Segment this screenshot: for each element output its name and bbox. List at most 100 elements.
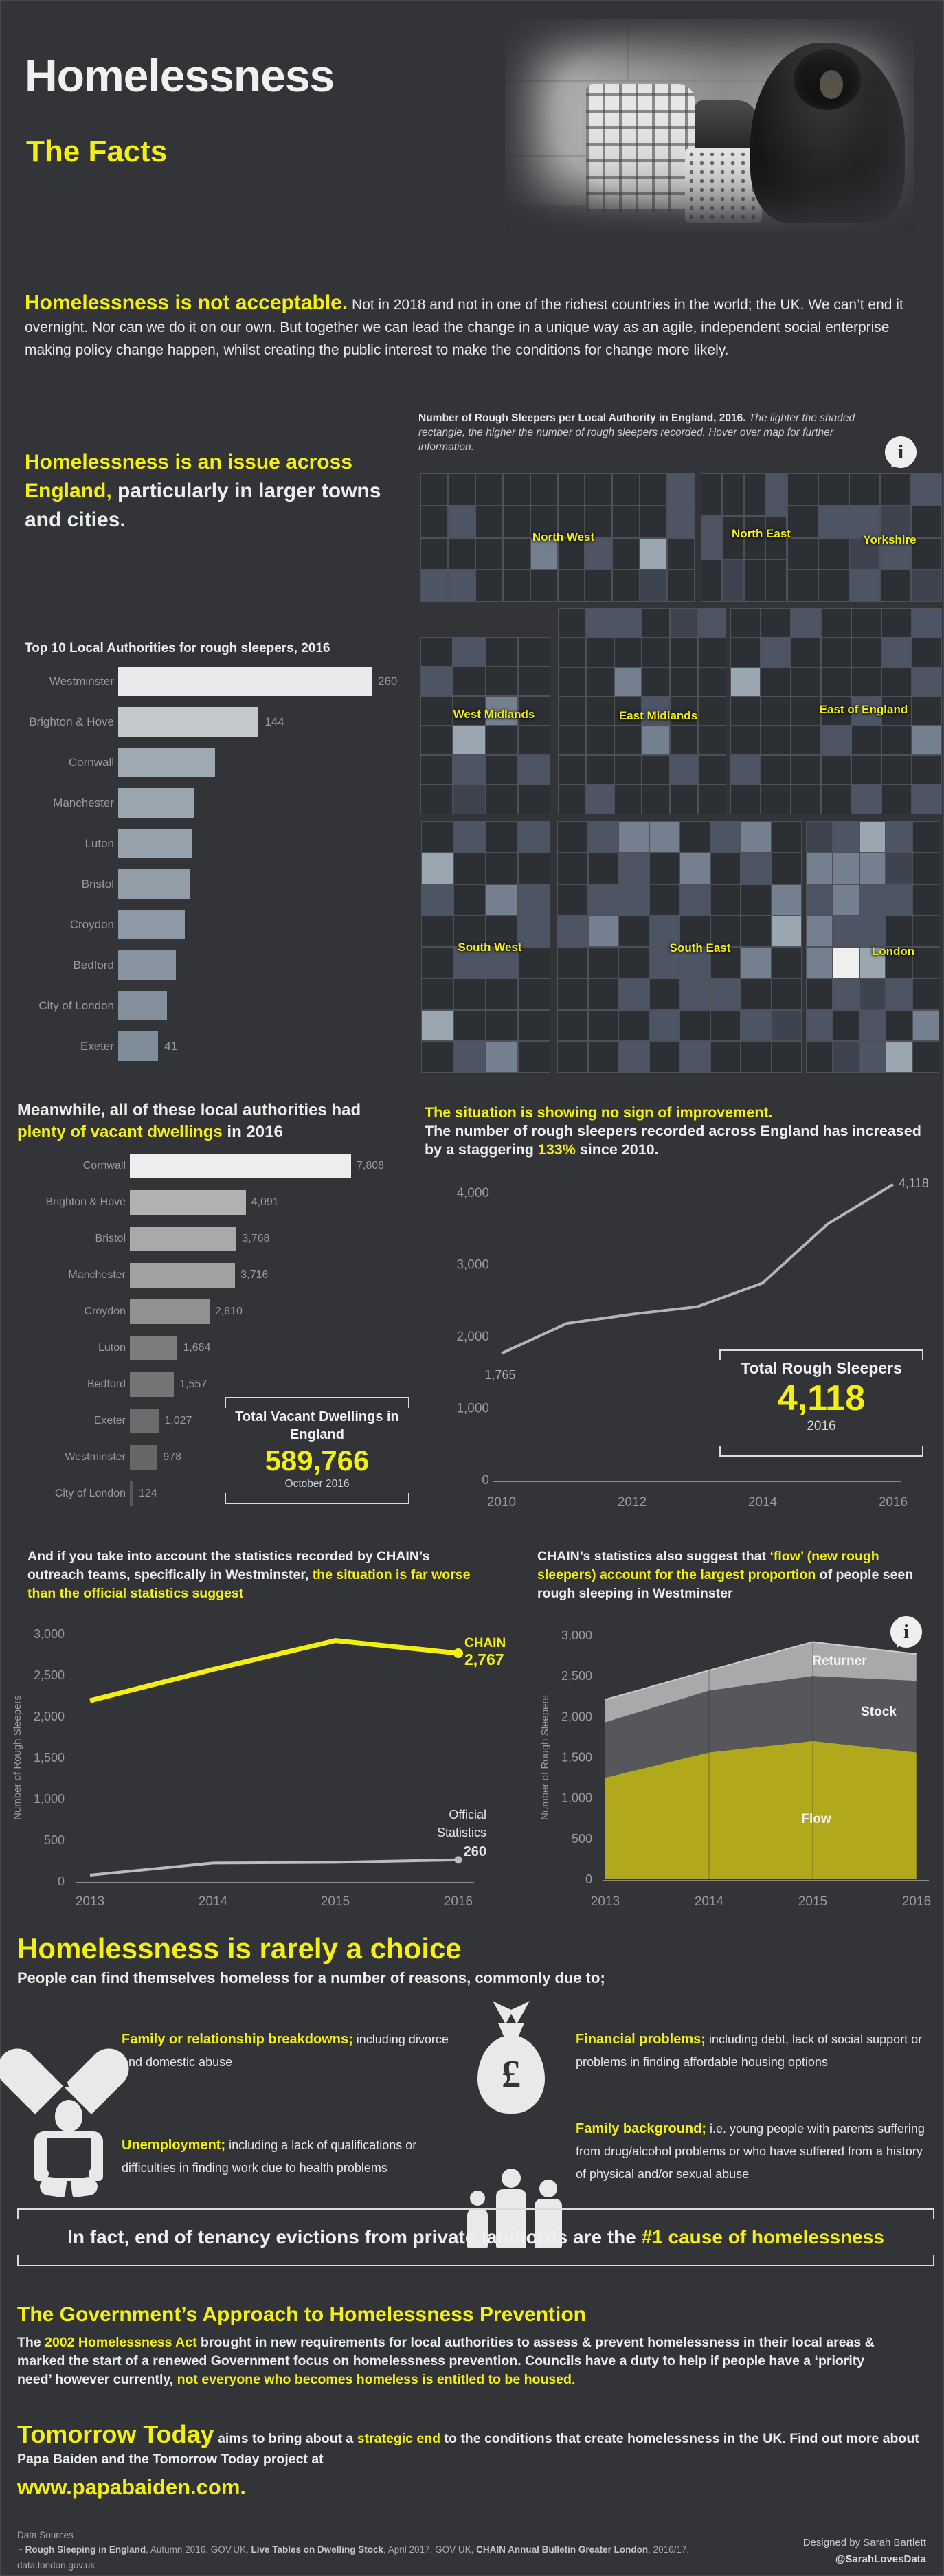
area-series-flow[interactable] bbox=[605, 1740, 917, 1879]
map-tile[interactable] bbox=[518, 697, 550, 725]
map-tile[interactable] bbox=[454, 1042, 485, 1072]
map-tile[interactable] bbox=[559, 609, 585, 637]
map-tile[interactable] bbox=[640, 474, 667, 505]
map-tile[interactable] bbox=[519, 978, 550, 1009]
map-tile[interactable] bbox=[788, 570, 818, 601]
map-tile[interactable] bbox=[833, 916, 859, 946]
map-tile[interactable] bbox=[772, 853, 801, 884]
map-tile[interactable] bbox=[741, 1010, 771, 1041]
map-tile[interactable] bbox=[486, 853, 517, 884]
map-tile[interactable] bbox=[710, 853, 740, 884]
map-tile[interactable] bbox=[422, 822, 453, 852]
map-tile[interactable] bbox=[761, 697, 790, 726]
map-tile[interactable] bbox=[741, 948, 771, 978]
chain-line-chart[interactable]: 0 500 1,000 1,500 2,000 2,500 3,000 2013 2014 201… bbox=[0, 1611, 529, 1920]
map-tile[interactable] bbox=[586, 785, 614, 814]
map-tile[interactable] bbox=[558, 1010, 587, 1041]
map-tile[interactable] bbox=[913, 1042, 939, 1072]
bar[interactable] bbox=[118, 950, 176, 980]
map-tile[interactable] bbox=[421, 538, 447, 570]
bar[interactable] bbox=[118, 991, 167, 1020]
map-tile[interactable] bbox=[558, 822, 587, 852]
map-tile[interactable] bbox=[586, 667, 614, 696]
map-tile[interactable] bbox=[882, 756, 911, 785]
map-tile[interactable] bbox=[649, 1010, 679, 1041]
map-tile[interactable] bbox=[741, 1042, 771, 1072]
map-tile[interactable] bbox=[886, 1042, 912, 1072]
map-tile[interactable] bbox=[788, 506, 818, 537]
map-tile[interactable] bbox=[699, 609, 726, 637]
map-tile[interactable] bbox=[788, 538, 818, 570]
bar[interactable] bbox=[130, 1408, 159, 1433]
map-tile[interactable] bbox=[761, 638, 790, 667]
map-tile[interactable] bbox=[765, 474, 786, 516]
map-tile[interactable] bbox=[852, 609, 881, 637]
map-tile[interactable] bbox=[859, 822, 886, 852]
map-tile[interactable] bbox=[886, 1010, 912, 1041]
bar[interactable] bbox=[118, 910, 185, 939]
map-tile[interactable] bbox=[613, 538, 640, 570]
map-tile[interactable] bbox=[642, 726, 670, 755]
map-tile[interactable] bbox=[710, 1010, 740, 1041]
map-tile[interactable] bbox=[518, 726, 550, 754]
map-tile[interactable] bbox=[559, 667, 585, 696]
map-tile[interactable] bbox=[454, 978, 485, 1009]
bar[interactable] bbox=[130, 1299, 210, 1324]
map-tile[interactable] bbox=[807, 884, 832, 915]
map-tile[interactable] bbox=[585, 474, 612, 505]
map-tile[interactable] bbox=[421, 667, 453, 695]
map-tile[interactable] bbox=[859, 884, 886, 915]
map-tile[interactable] bbox=[668, 570, 694, 601]
map-tile[interactable] bbox=[680, 1010, 710, 1041]
map-tile[interactable] bbox=[518, 785, 550, 814]
map-tile[interactable] bbox=[886, 884, 912, 915]
bar[interactable] bbox=[130, 1444, 158, 1470]
map-tile[interactable] bbox=[453, 697, 485, 725]
map-tile[interactable] bbox=[642, 785, 670, 814]
map-tile[interactable] bbox=[519, 948, 550, 978]
map-tile[interactable] bbox=[859, 853, 886, 884]
map-tile[interactable] bbox=[710, 884, 740, 915]
map-tile[interactable] bbox=[701, 517, 722, 559]
map-tile[interactable] bbox=[586, 609, 614, 637]
bar[interactable] bbox=[118, 707, 259, 737]
map-tile[interactable] bbox=[649, 853, 679, 884]
map-tile[interactable] bbox=[671, 697, 698, 726]
map-tile[interactable] bbox=[588, 916, 618, 946]
map-tile[interactable] bbox=[559, 697, 585, 726]
map-tile[interactable] bbox=[586, 756, 614, 785]
map-tile[interactable] bbox=[765, 517, 786, 559]
bar[interactable] bbox=[130, 1481, 134, 1506]
bar[interactable] bbox=[130, 1153, 351, 1178]
map-tile[interactable] bbox=[913, 1010, 939, 1041]
map-tile[interactable] bbox=[454, 853, 485, 884]
map-tile[interactable] bbox=[486, 884, 517, 915]
map-tile[interactable] bbox=[486, 726, 517, 754]
map-tile[interactable] bbox=[882, 697, 911, 726]
map-tile[interactable] bbox=[503, 474, 530, 505]
map-tile[interactable] bbox=[833, 978, 859, 1009]
map-tile[interactable] bbox=[882, 726, 911, 755]
map-tile[interactable] bbox=[475, 538, 502, 570]
england-line-series[interactable] bbox=[501, 1183, 895, 1355]
map-tile[interactable] bbox=[882, 638, 911, 667]
map-tile[interactable] bbox=[761, 785, 790, 814]
map-tile[interactable] bbox=[448, 538, 475, 570]
map-tile[interactable] bbox=[807, 1042, 832, 1072]
map-tile[interactable] bbox=[710, 916, 740, 946]
map-tile[interactable] bbox=[619, 978, 649, 1009]
map-tile[interactable] bbox=[519, 884, 550, 915]
map-tile[interactable] bbox=[448, 570, 475, 601]
map-tile[interactable] bbox=[453, 726, 485, 754]
map-tile[interactable] bbox=[519, 853, 550, 884]
map-tile[interactable] bbox=[454, 948, 485, 978]
map-tile[interactable] bbox=[668, 538, 694, 570]
map-tile[interactable] bbox=[744, 474, 765, 516]
map-tile[interactable] bbox=[912, 667, 941, 696]
map-tile[interactable] bbox=[558, 853, 587, 884]
map-tile[interactable] bbox=[519, 1010, 550, 1041]
map-tile[interactable] bbox=[614, 726, 642, 755]
map-tile[interactable] bbox=[518, 667, 550, 695]
map-tile[interactable] bbox=[881, 506, 910, 537]
map-tile[interactable] bbox=[886, 948, 912, 978]
